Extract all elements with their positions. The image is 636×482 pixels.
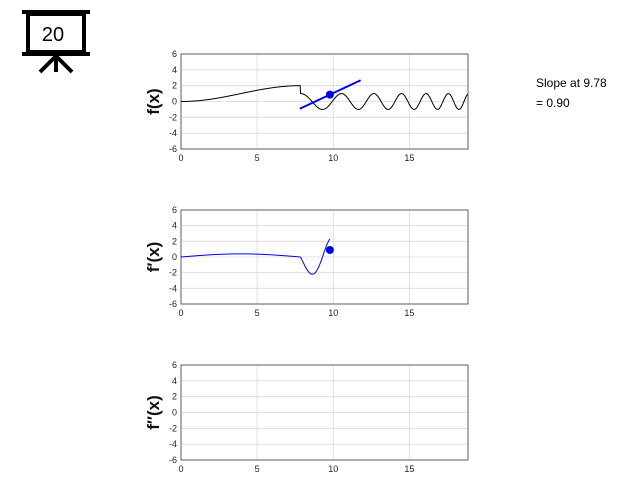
slope-readout-line1: Slope at 9.78 [536,76,607,90]
fx-series-line [181,85,468,110]
fx-xtick-label: 0 [178,153,183,163]
dfx-xtick-label: 5 [255,308,260,318]
fx-ytick-label: 2 [172,81,177,91]
ddfx-ytick-label: -4 [169,439,177,449]
fx-xtick-label: 15 [404,153,414,163]
ddfx-xtick-label: 10 [328,464,338,474]
fx-xtick-label: 5 [255,153,260,163]
ddfx-ytick-label: 4 [172,376,177,386]
ddfx-xtick-label: 15 [404,464,414,474]
dfx-ytick-label: -6 [169,299,177,309]
fx-xtick-label: 10 [328,153,338,163]
ddfx-ytick-label: 6 [172,360,177,370]
dfx-ytick-label: 6 [172,205,177,215]
dfx-ytick-label: 0 [172,252,177,262]
fx-ylabel: f(x) [144,88,163,114]
dfx-xtick-label: 0 [178,308,183,318]
fx-ytick-label: 4 [172,65,177,75]
ddfx-ytick-label: -6 [169,455,177,465]
dfx-ytick-label: -2 [169,268,177,278]
presentation-board-icon [22,10,90,74]
fx-point-marker [325,90,334,99]
ddfx-ytick-label: -2 [169,423,177,433]
dfx-point-marker [325,245,334,254]
dfx-xtick-label: 15 [404,308,414,318]
dfx-ytick-label: -4 [169,283,177,293]
dfx-series-line [181,238,331,275]
ddfx-frame [180,364,469,461]
fx-ytick-label: 6 [172,49,177,59]
fx-ytick-label: -6 [169,144,177,154]
slide-badge[interactable]: 20 [22,10,90,74]
fx-ytick-label: -2 [169,112,177,122]
fx-ytick-label: 0 [172,97,177,107]
dfx-ylabel: f′(x) [144,242,163,273]
ddfx-ytick-label: 0 [172,408,177,418]
ddfx-xtick-label: 0 [178,464,183,474]
ddfx-ytick-label: 2 [172,392,177,402]
dfx-ytick-label: 2 [172,236,177,246]
ddfx-xtick-label: 5 [255,464,260,474]
dfx-ytick-label: 4 [172,221,177,231]
ddfx-ylabel: f″(x) [144,395,163,430]
slope-readout-line2: = 0.90 [536,96,570,110]
dfx-xtick-label: 10 [328,308,338,318]
fx-ytick-label: -4 [169,128,177,138]
slide-number: 20 [42,24,64,46]
